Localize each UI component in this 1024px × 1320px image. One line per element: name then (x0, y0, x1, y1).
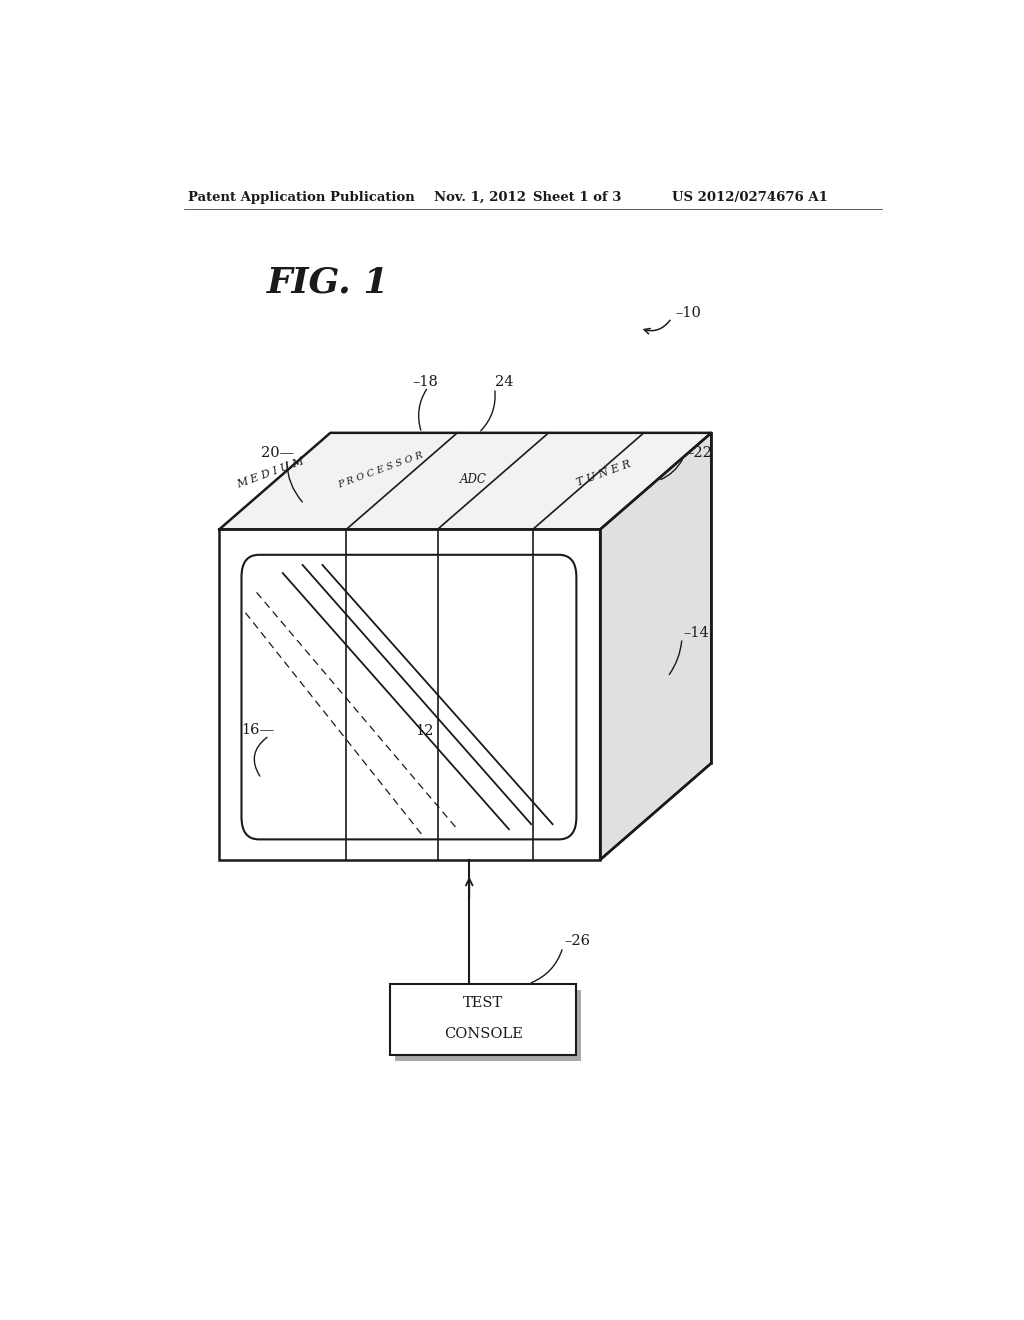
Text: –14: –14 (684, 626, 710, 640)
Text: Sheet 1 of 3: Sheet 1 of 3 (532, 190, 622, 203)
Bar (390, 983, 577, 1055)
Text: –26: –26 (564, 935, 591, 948)
Polygon shape (600, 433, 712, 859)
Text: Patent Application Publication: Patent Application Publication (187, 190, 415, 203)
Text: T U N E R: T U N E R (575, 459, 633, 488)
Bar (219, 529, 600, 859)
Text: 12: 12 (416, 723, 433, 738)
Text: Nov. 1, 2012: Nov. 1, 2012 (433, 190, 525, 203)
Text: –18: –18 (412, 375, 438, 389)
Text: 16—: 16— (242, 722, 274, 737)
Text: 24: 24 (496, 375, 514, 389)
Text: –22: –22 (686, 446, 712, 461)
Text: P R O C E S S O R: P R O C E S S O R (337, 451, 424, 490)
Polygon shape (219, 433, 712, 529)
Bar (394, 990, 582, 1061)
Text: 20—: 20— (261, 446, 295, 461)
Text: M E D I U M: M E D I U M (236, 457, 306, 490)
Text: CONSOLE: CONSOLE (443, 1027, 522, 1040)
Text: US 2012/0274676 A1: US 2012/0274676 A1 (672, 190, 827, 203)
Text: FIG. 1: FIG. 1 (267, 265, 389, 300)
Text: –10: –10 (676, 306, 701, 319)
FancyBboxPatch shape (242, 554, 577, 840)
Text: ADC: ADC (460, 473, 486, 486)
Text: TEST: TEST (463, 997, 503, 1010)
